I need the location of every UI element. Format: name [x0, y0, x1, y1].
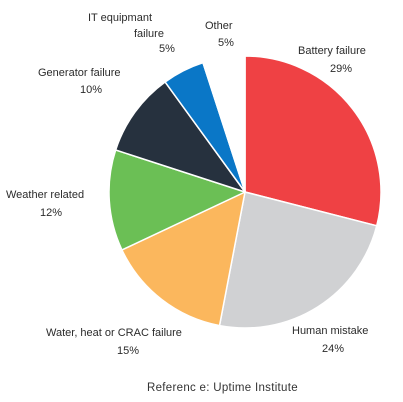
slice-label-battery-failure: Battery failure: [298, 45, 366, 57]
slice-label-generator-failure: Generator failure: [38, 67, 121, 79]
slice-label-human-mistake: Human mistake: [292, 325, 368, 337]
slice-value-it-equipment-failure: 5%: [159, 43, 175, 55]
reference-source: Referenc e: Uptime Institute: [147, 382, 298, 394]
slice-value-generator-failure: 10%: [80, 84, 102, 96]
slice-label-other: Other: [205, 20, 233, 32]
slice-label-weather-related: Weather related: [6, 189, 84, 201]
slice-value-water-heat-crac: 15%: [117, 345, 139, 357]
pie-slice-weather-related: [108, 149, 248, 251]
slice-label-water-heat-crac: Water, heat or CRAC failure: [46, 327, 182, 339]
pie-slice-other: [202, 55, 246, 193]
pie-slice-human-mistake: [218, 191, 378, 329]
slice-label-it-equipment-failure-line2: failure: [134, 28, 164, 40]
slice-value-human-mistake: 24%: [322, 343, 344, 355]
slice-value-battery-failure: 29%: [330, 63, 352, 75]
pie-slice-battery-failure: [244, 55, 382, 227]
pie-slice-generator-failure: [114, 80, 247, 194]
pie-slice-water-heat-or-crac-failure: [120, 190, 247, 327]
slice-value-other: 5%: [218, 37, 234, 49]
slice-label-it-equipment-failure-line1: IT equipmant: [88, 12, 152, 24]
slice-value-weather-related: 12%: [40, 207, 62, 219]
